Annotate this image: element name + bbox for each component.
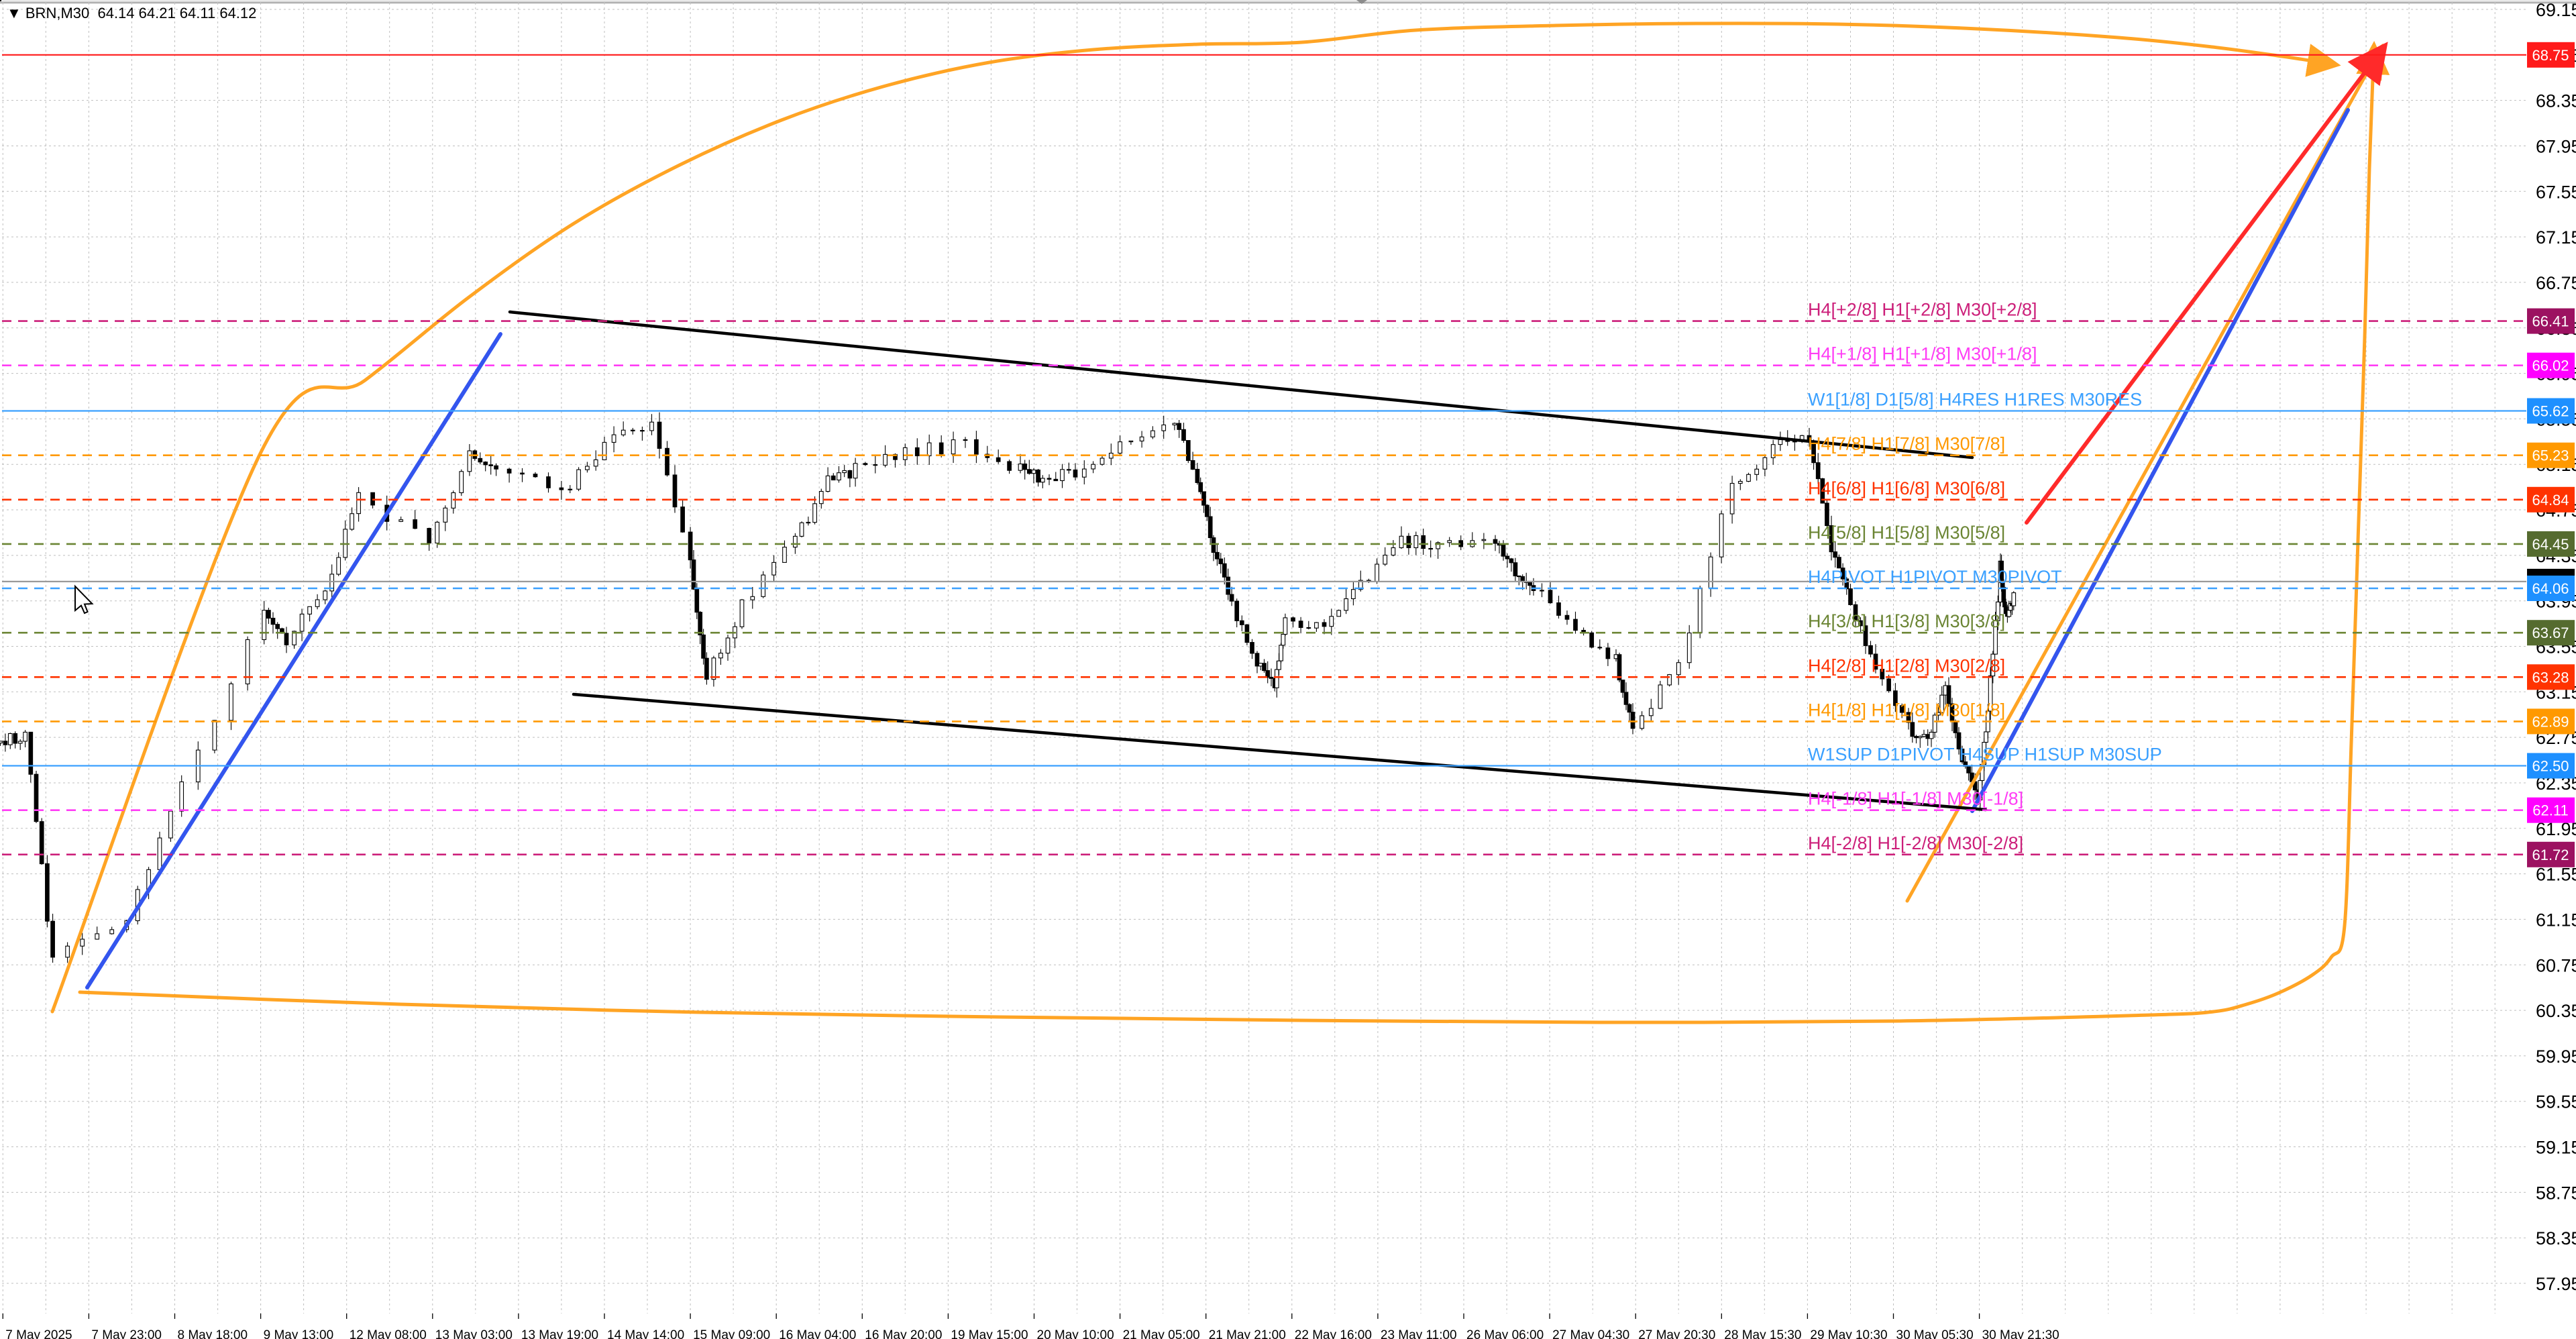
- svg-text:7 May 2025: 7 May 2025: [5, 1328, 72, 1339]
- svg-text:H4[6/8] H1[6/8] M30[6/8]: H4[6/8] H1[6/8] M30[6/8]: [1808, 478, 2005, 498]
- svg-text:59.95: 59.95: [2536, 1047, 2576, 1067]
- svg-text:9 May 13:00: 9 May 13:00: [264, 1328, 334, 1339]
- svg-text:W1[1/8] D1[5/8] H4RES H1RES M3: W1[1/8] D1[5/8] H4RES H1RES M30RES: [1808, 390, 2142, 410]
- svg-text:61.72: 61.72: [2532, 847, 2569, 863]
- svg-text:H4PIVOT H1PIVOT M30PIVOT: H4PIVOT H1PIVOT M30PIVOT: [1808, 567, 2062, 587]
- svg-text:H4[-1/8] H1[-1/8] M30[-1/8]: H4[-1/8] H1[-1/8] M30[-1/8]: [1808, 789, 2023, 809]
- svg-text:57.95: 57.95: [2536, 1274, 2576, 1294]
- svg-text:29 May 10:30: 29 May 10:30: [1810, 1328, 1887, 1339]
- svg-text:67.55: 67.55: [2536, 182, 2576, 202]
- svg-text:62.89: 62.89: [2532, 713, 2569, 730]
- svg-text:26 May 06:00: 26 May 06:00: [1466, 1328, 1544, 1339]
- svg-text:H4[7/8] H1[7/8] M30[7/8]: H4[7/8] H1[7/8] M30[7/8]: [1808, 434, 2005, 454]
- svg-text:59.55: 59.55: [2536, 1092, 2576, 1112]
- svg-text:63.67: 63.67: [2532, 625, 2569, 641]
- svg-text:61.15: 61.15: [2536, 910, 2576, 930]
- svg-text:16 May 04:00: 16 May 04:00: [779, 1328, 856, 1339]
- svg-text:69.15: 69.15: [2536, 0, 2576, 20]
- svg-text:7 May 23:00: 7 May 23:00: [91, 1328, 162, 1339]
- svg-text:H4[-2/8] H1[-2/8] M30[-2/8]: H4[-2/8] H1[-2/8] M30[-2/8]: [1808, 833, 2023, 853]
- svg-text:16 May 20:00: 16 May 20:00: [865, 1328, 942, 1339]
- svg-text:64.06: 64.06: [2532, 580, 2569, 597]
- svg-text:H4[+2/8] H1[+2/8] M30[+2/8]: H4[+2/8] H1[+2/8] M30[+2/8]: [1808, 300, 2037, 320]
- svg-text:H4[3/8] H1[3/8] M30[3/8]: H4[3/8] H1[3/8] M30[3/8]: [1808, 611, 2005, 631]
- svg-text:60.35: 60.35: [2536, 1001, 2576, 1021]
- svg-text:58.35: 58.35: [2536, 1228, 2576, 1248]
- svg-text:66.41: 66.41: [2532, 313, 2569, 330]
- svg-text:28 May 15:30: 28 May 15:30: [1724, 1328, 1801, 1339]
- svg-text:H4[2/8] H1[2/8] M30[2/8]: H4[2/8] H1[2/8] M30[2/8]: [1808, 655, 2005, 676]
- svg-text:65.23: 65.23: [2532, 447, 2569, 464]
- svg-text:64.45: 64.45: [2532, 536, 2569, 553]
- svg-text:67.15: 67.15: [2536, 227, 2576, 248]
- svg-text:30 May 05:30: 30 May 05:30: [1896, 1328, 1974, 1339]
- svg-text:20 May 10:00: 20 May 10:00: [1037, 1328, 1114, 1339]
- svg-text:21 May 05:00: 21 May 05:00: [1123, 1328, 1200, 1339]
- svg-text:22 May 16:00: 22 May 16:00: [1295, 1328, 1372, 1339]
- svg-text:62.50: 62.50: [2532, 758, 2569, 775]
- svg-text:H4[1/8] H1[1/8] M30[1/8]: H4[1/8] H1[1/8] M30[1/8]: [1808, 700, 2005, 720]
- svg-text:13 May 19:00: 13 May 19:00: [521, 1328, 598, 1339]
- svg-text:15 May 09:00: 15 May 09:00: [693, 1328, 770, 1339]
- svg-text:23 May 11:00: 23 May 11:00: [1381, 1328, 1457, 1339]
- svg-text:66.75: 66.75: [2536, 273, 2576, 293]
- svg-text:13 May 03:00: 13 May 03:00: [435, 1328, 513, 1339]
- svg-text:62.11: 62.11: [2532, 802, 2568, 819]
- svg-text:H4[5/8] H1[5/8] M30[5/8]: H4[5/8] H1[5/8] M30[5/8]: [1808, 523, 2005, 543]
- svg-text:58.75: 58.75: [2536, 1183, 2576, 1203]
- svg-text:67.95: 67.95: [2536, 137, 2576, 157]
- svg-text:12 May 08:00: 12 May 08:00: [350, 1328, 427, 1339]
- svg-text:68.75: 68.75: [2532, 47, 2569, 64]
- svg-text:68.35: 68.35: [2536, 91, 2576, 111]
- svg-text:63.28: 63.28: [2532, 669, 2569, 686]
- svg-text:30 May 21:30: 30 May 21:30: [1982, 1328, 2059, 1339]
- svg-text:21 May 21:00: 21 May 21:00: [1209, 1328, 1286, 1339]
- svg-text:19 May 15:00: 19 May 15:00: [951, 1328, 1028, 1339]
- svg-text:65.62: 65.62: [2532, 403, 2569, 420]
- svg-text:8 May 18:00: 8 May 18:00: [178, 1328, 248, 1339]
- svg-text:27 May 20:30: 27 May 20:30: [1638, 1328, 1715, 1339]
- svg-text:59.15: 59.15: [2536, 1138, 2576, 1158]
- svg-text:W1SUP D1PIVOT H4SUP H1SUP M30S: W1SUP D1PIVOT H4SUP H1SUP M30SUP: [1808, 745, 2162, 765]
- svg-text:64.84: 64.84: [2532, 492, 2569, 508]
- svg-text:60.75: 60.75: [2536, 955, 2576, 975]
- svg-text:H4[+1/8] H1[+1/8] M30[+1/8]: H4[+1/8] H1[+1/8] M30[+1/8]: [1808, 344, 2037, 364]
- svg-text:66.02: 66.02: [2532, 358, 2569, 374]
- svg-text:27 May 04:30: 27 May 04:30: [1552, 1328, 1629, 1339]
- svg-text:14 May 14:00: 14 May 14:00: [607, 1328, 684, 1339]
- svg-text:61.55: 61.55: [2536, 865, 2576, 885]
